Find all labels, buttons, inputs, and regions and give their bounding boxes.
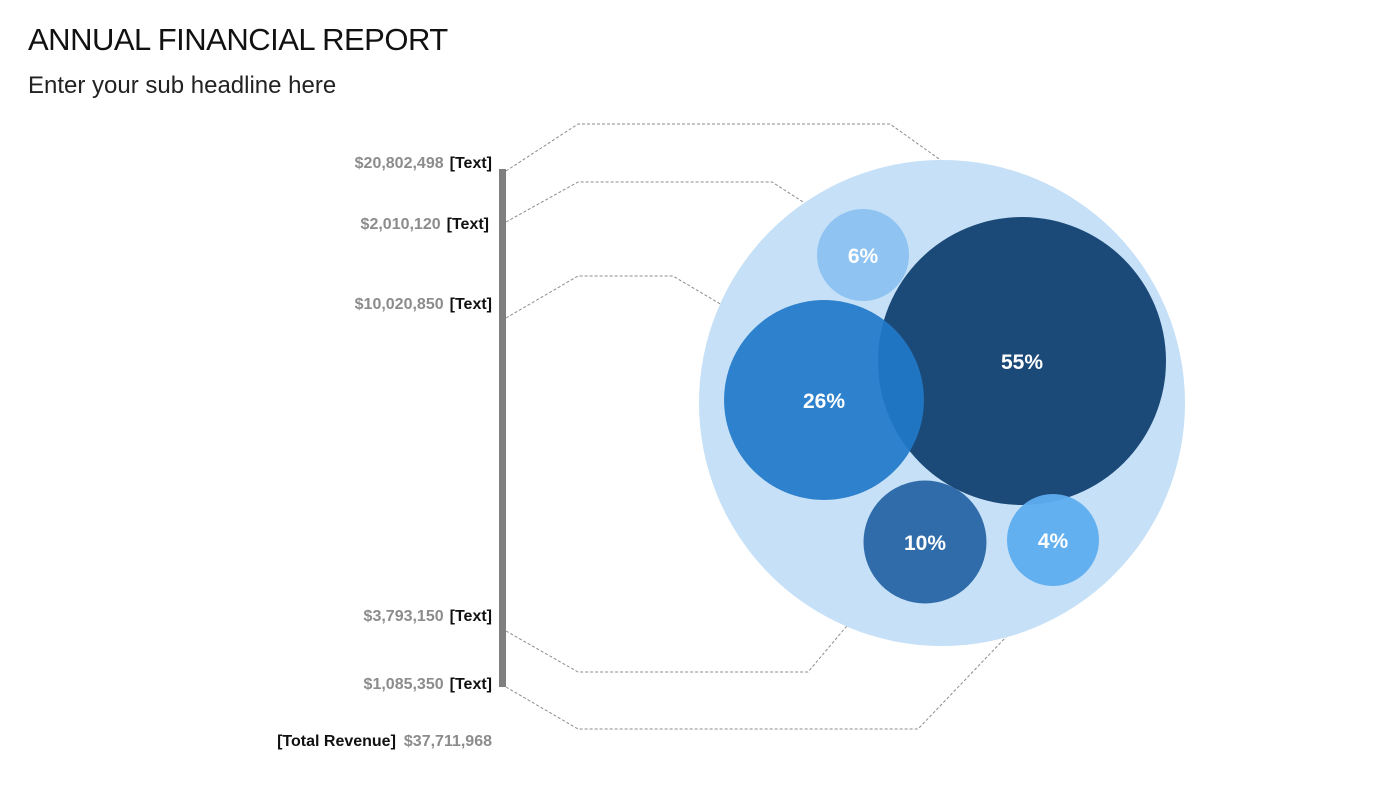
legend-amount-3: $10,020,850 xyxy=(354,296,444,313)
bubble-55 xyxy=(878,217,1166,505)
bubble-10 xyxy=(863,480,987,604)
legend-label-1: [Text] xyxy=(449,155,492,172)
page-subtitle: Enter your sub headline here xyxy=(28,72,337,99)
legend-amount-5: $1,085,350 xyxy=(363,676,444,693)
legend-amount-4: $3,793,150 xyxy=(363,608,444,625)
legend-label-4: [Text] xyxy=(449,608,492,625)
legend-row-3: $10,020,850 [Text] xyxy=(355,296,492,314)
bubble-4-label: 4% xyxy=(1038,530,1069,553)
connector-lines xyxy=(505,123,1054,730)
legend-amount-1: $20,802,498 xyxy=(354,155,444,172)
legend-amount-2: $2,010,120 xyxy=(360,216,441,233)
bubble-10-label: 10% xyxy=(904,532,946,555)
bubble-6 xyxy=(817,209,909,301)
bubble-4 xyxy=(1007,494,1099,586)
legend-label-3: [Text] xyxy=(449,296,492,313)
connector-line-2 xyxy=(505,181,829,223)
legend-label-2: [Text] xyxy=(446,216,489,233)
legend-row-4: $3,793,150 [Text] xyxy=(364,608,492,626)
legend-label-5: [Text] xyxy=(449,676,492,693)
legend-row-5: $1,085,350 [Text] xyxy=(364,676,492,694)
total-revenue: [Total Revenue] $37,711,968 xyxy=(277,733,492,751)
page-title: ANNUAL FINANCIAL REPORT xyxy=(28,22,448,57)
bubble-26-label: 26% xyxy=(803,390,845,413)
bubble-labels: 55% 6% 26% 10% 4% xyxy=(803,245,1069,555)
legend-row-2: $2,010,120 [Text] xyxy=(361,216,489,234)
bubble-55-label: 55% xyxy=(1001,351,1043,374)
connector-line-3 xyxy=(505,275,745,319)
connector-line-1 xyxy=(505,123,1023,219)
legend-bar xyxy=(499,169,506,687)
bubble-6-label: 6% xyxy=(848,245,879,268)
legend-row-1: $20,802,498 [Text] xyxy=(355,155,492,173)
connector-line-5 xyxy=(505,587,1054,730)
bubble-26 xyxy=(724,300,924,500)
connector-line-4 xyxy=(505,607,863,673)
bubbles xyxy=(699,160,1185,646)
total-revenue-amount: $37,711,968 xyxy=(403,733,492,750)
total-revenue-label: [Total Revenue] xyxy=(277,733,396,750)
